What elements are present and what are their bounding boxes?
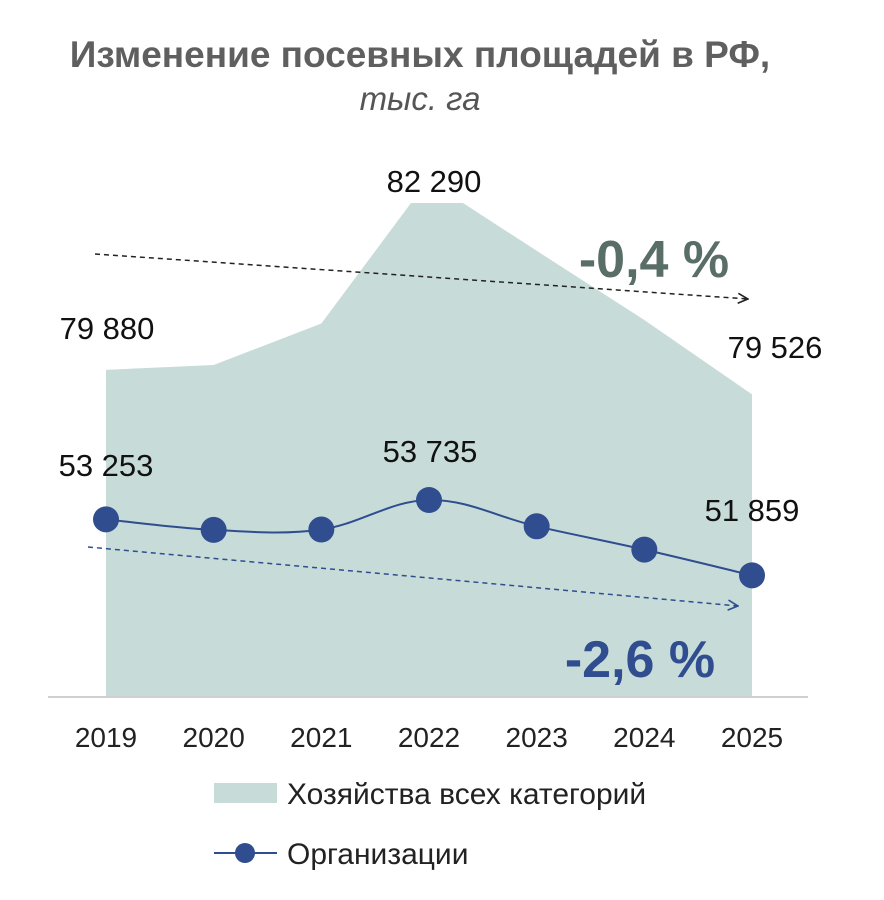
x-tick-2024: 2024 bbox=[613, 722, 675, 753]
x-tick-2022: 2022 bbox=[398, 722, 460, 753]
area-data-label-2025: 79 526 bbox=[728, 330, 823, 365]
line-data-label-2019: 53 253 bbox=[59, 448, 154, 483]
legend-area-label: Хозяйства всех категорий bbox=[287, 778, 646, 811]
data-labels-layer: 79 880 82 290 79 526 53 253 53 735 51 859 bbox=[59, 164, 823, 528]
total-change-annotation: -0,4 % bbox=[579, 231, 729, 289]
x-tick-2021: 2021 bbox=[290, 722, 352, 753]
x-tick-2019: 2019 bbox=[75, 722, 137, 753]
legend: Хозяйства всех категорий Организации bbox=[214, 778, 646, 871]
area-series-layer bbox=[106, 203, 752, 697]
org-change-annotation: -2,6 % bbox=[565, 631, 715, 689]
x-axis-ticks: 2019 2020 2021 2022 2023 2024 2025 bbox=[75, 722, 783, 753]
legend-line-marker bbox=[235, 843, 255, 863]
line-point-2020 bbox=[200, 516, 227, 543]
line-point-2024 bbox=[631, 536, 658, 563]
chart-title: Изменение посевных площадей в РФ, bbox=[70, 34, 770, 75]
line-data-label-2025: 51 859 bbox=[705, 493, 800, 528]
total-trend-arrow bbox=[94, 253, 748, 299]
x-tick-2020: 2020 bbox=[183, 722, 245, 753]
line-data-label-2022: 53 735 bbox=[383, 434, 478, 469]
x-tick-2025: 2025 bbox=[721, 722, 783, 753]
area-data-label-2019: 79 880 bbox=[60, 311, 155, 346]
legend-area-swatch bbox=[214, 783, 277, 803]
area-data-label-2022: 82 290 bbox=[387, 164, 482, 199]
org-trend-arrow bbox=[87, 546, 738, 606]
line-point-2023 bbox=[523, 513, 550, 540]
legend-line-label: Организации bbox=[287, 838, 468, 871]
line-point-2021 bbox=[308, 516, 335, 543]
line-point-2025 bbox=[739, 562, 765, 589]
line-point-2022 bbox=[416, 487, 442, 513]
line-series-layer bbox=[93, 487, 765, 589]
line-point-2019 bbox=[93, 506, 119, 533]
chart-subtitle: тыс. га bbox=[360, 80, 481, 117]
area-series-fill bbox=[106, 203, 752, 697]
x-tick-2023: 2023 bbox=[506, 722, 568, 753]
